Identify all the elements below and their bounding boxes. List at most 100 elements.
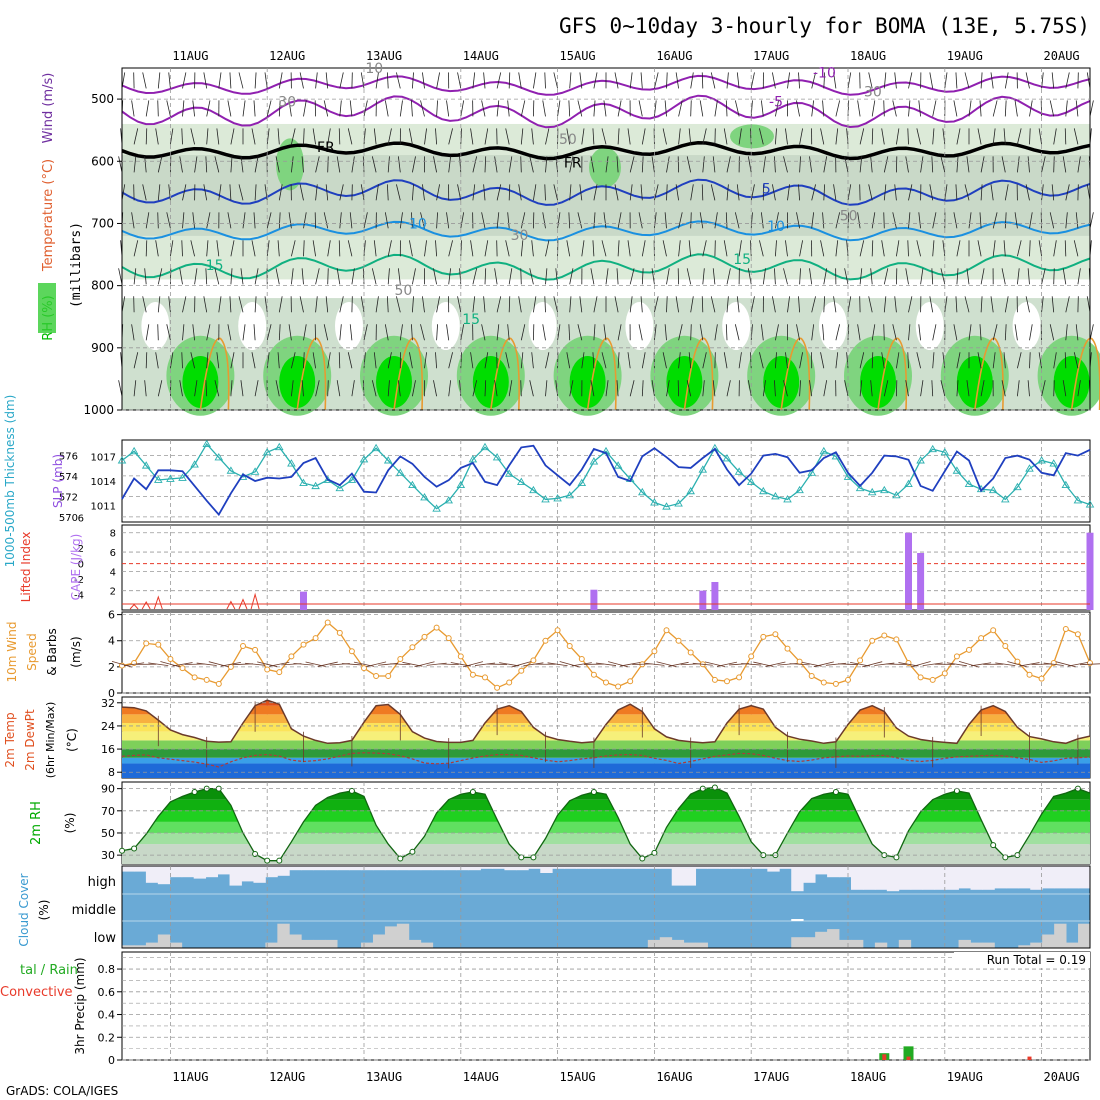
rh-point — [711, 784, 718, 791]
rh-dry-patch — [528, 302, 557, 351]
wind-barb-10m — [946, 662, 967, 667]
thickness-point — [432, 504, 441, 512]
thickness-point — [371, 443, 381, 452]
wind-barb — [690, 296, 694, 313]
wind-barb — [351, 156, 355, 173]
wind-barb — [227, 324, 232, 341]
day-label-bottom: 11AUG — [172, 1070, 208, 1084]
wind-barb — [531, 240, 534, 257]
thickness-point — [287, 459, 296, 467]
wind-barb — [1075, 212, 1079, 229]
wind-barb — [214, 268, 220, 285]
wind-barb — [833, 72, 837, 89]
wind-barb-10m — [1079, 663, 1100, 666]
wind-barb — [291, 128, 296, 145]
wind-barb — [833, 184, 837, 201]
precip-conv-bar — [882, 1054, 887, 1060]
rh-band — [122, 799, 1090, 811]
wind-barb — [496, 100, 500, 117]
thickness-point — [819, 446, 829, 455]
cloud-high-gap — [994, 866, 1007, 889]
wind-speed-point — [385, 673, 392, 680]
wind-barb — [774, 380, 776, 397]
wind-barb — [725, 100, 728, 117]
orange-isotherm — [974, 337, 1004, 411]
wind-barb — [157, 268, 163, 285]
thickness-point — [807, 468, 816, 476]
wind-barb — [581, 128, 585, 145]
wind-barb — [371, 156, 377, 173]
wind-barb — [254, 380, 259, 397]
wind-barb — [701, 72, 704, 89]
wind-barb — [291, 240, 296, 257]
cloud-high-gap — [934, 866, 947, 890]
pressure-tick-label: 600 — [91, 154, 114, 168]
wind-speed-point — [264, 666, 271, 673]
wind-barb-10m — [704, 661, 725, 667]
rh2m-tick-label: 50 — [101, 827, 115, 840]
wind-barb — [229, 296, 232, 313]
temp-band — [122, 757, 1090, 764]
wind-barb — [892, 212, 897, 229]
wind-barb — [577, 324, 583, 341]
wind-barb — [327, 240, 331, 257]
wind-barb — [170, 240, 174, 257]
wind-barb — [472, 296, 476, 313]
wind-barb — [396, 72, 401, 89]
cloud-high-gap — [767, 866, 780, 872]
wind-barb — [726, 296, 729, 313]
li-tick-label: 6 — [78, 513, 84, 524]
wind-barb — [529, 380, 534, 397]
wind-barb — [581, 352, 585, 369]
wind-barb — [470, 352, 474, 369]
wind-barb — [822, 324, 825, 341]
wind-speed-point — [893, 636, 900, 643]
wind-barb — [457, 184, 462, 201]
wind-barb — [783, 380, 788, 397]
wind-barb — [484, 240, 489, 257]
thickness-point — [565, 490, 574, 499]
wind-barb — [1077, 156, 1081, 173]
orange-isotherm — [296, 337, 327, 411]
wind-barb — [871, 324, 876, 341]
wind-barb — [568, 212, 571, 229]
wind-barb — [664, 324, 667, 341]
cloud-high-gap — [504, 866, 517, 871]
wind-barb — [1001, 380, 1006, 397]
wind-barb — [483, 72, 486, 89]
isotherm-line — [121, 253, 1091, 281]
wind-barb — [422, 296, 425, 313]
wind-barb — [481, 324, 486, 341]
wind-barb — [144, 156, 147, 173]
temp-band — [122, 763, 1090, 778]
wind-speed-point — [252, 646, 259, 653]
wind-barb — [835, 352, 839, 369]
wind-barb-10m — [438, 663, 459, 666]
wind-barb — [590, 380, 595, 397]
cloud-high-gap — [289, 866, 302, 871]
wind-barb — [787, 72, 790, 89]
wind-barb — [145, 324, 150, 341]
wind-speed-point — [760, 633, 767, 640]
wind-barb — [614, 296, 619, 313]
wind-barb — [581, 240, 585, 257]
wind-barb — [641, 128, 646, 145]
wind-speed-point — [978, 635, 985, 642]
wind-barb — [545, 352, 550, 369]
thickness-point — [553, 494, 562, 502]
wind-barb — [1004, 212, 1007, 229]
day-label-bottom: 13AUG — [366, 1070, 402, 1084]
wind-speed-point — [590, 671, 597, 678]
temp2m-tick-label: 24 — [101, 720, 115, 733]
wind-barb — [336, 380, 341, 397]
wind-barb — [144, 380, 147, 397]
wind-barb — [980, 268, 985, 285]
wind-barb — [617, 212, 622, 229]
wind-barb — [593, 72, 598, 89]
wind-speed-point — [240, 642, 246, 649]
li-spike — [250, 592, 260, 610]
wind-barb-10m — [656, 661, 677, 668]
cloud-layer-label: low — [94, 931, 117, 946]
wind-barb — [484, 128, 489, 145]
wind-barb — [303, 100, 307, 117]
